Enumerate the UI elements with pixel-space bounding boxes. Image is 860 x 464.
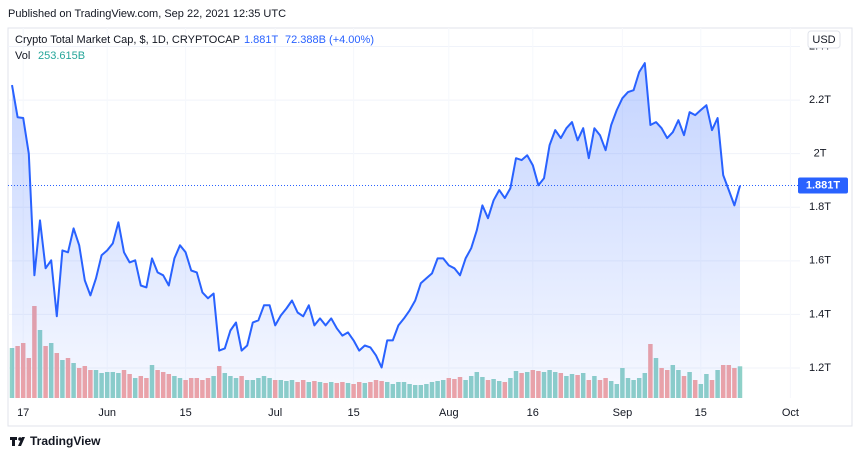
footer-brand: TradingView [30,434,101,448]
price-area [12,63,740,398]
last-price-tag [798,177,848,194]
y-tick-label: 1.8T [809,201,831,213]
y-tick-label: 1.6T [809,255,831,267]
header: Published on TradingView.com, Sep 22, 20… [8,8,286,20]
last-price-tag-label: 1.881T [806,179,841,191]
change: 72.388B (+4.00%) [285,34,374,46]
currency-box [807,30,841,49]
x-tick-label: Sep [613,407,633,419]
x-tick-label: 15 [695,407,707,419]
footer-logo: TradingView [10,434,101,448]
y-tick-label: 2T [814,148,827,160]
x-tick-label: 15 [179,407,191,419]
x-tick-label: 15 [347,407,359,419]
y-tick-label: 1.2T [809,362,831,374]
x-tick-label: 16 [527,407,539,419]
volume-title: Vol [15,50,30,62]
legend: Crypto Total Market Cap, $, 1D, CRYPTOCA… [15,34,374,62]
last-price: 1.881T [244,34,279,46]
currency-label: USD [812,34,835,46]
price-line [11,62,741,369]
x-tick-label: 17 [17,407,29,419]
y-tick-label: 1.4T [809,308,831,320]
chart-frame [7,27,853,427]
symbol-title: Crypto Total Market Cap, $, 1D, CRYPTOCA… [15,34,240,46]
y-tick-label: 2.2T [809,94,831,106]
x-tick-label: Jul [268,407,282,419]
x-tick-label: Oct [782,407,799,419]
x-tick-label: Jun [98,407,116,419]
volume-value: 253.615B [38,50,85,62]
x-tick-label: Aug [439,407,459,419]
plot: 2.4T2.2T2T1.8T1.6T1.4T1.2T17Jun15Jul15Au… [8,28,848,419]
